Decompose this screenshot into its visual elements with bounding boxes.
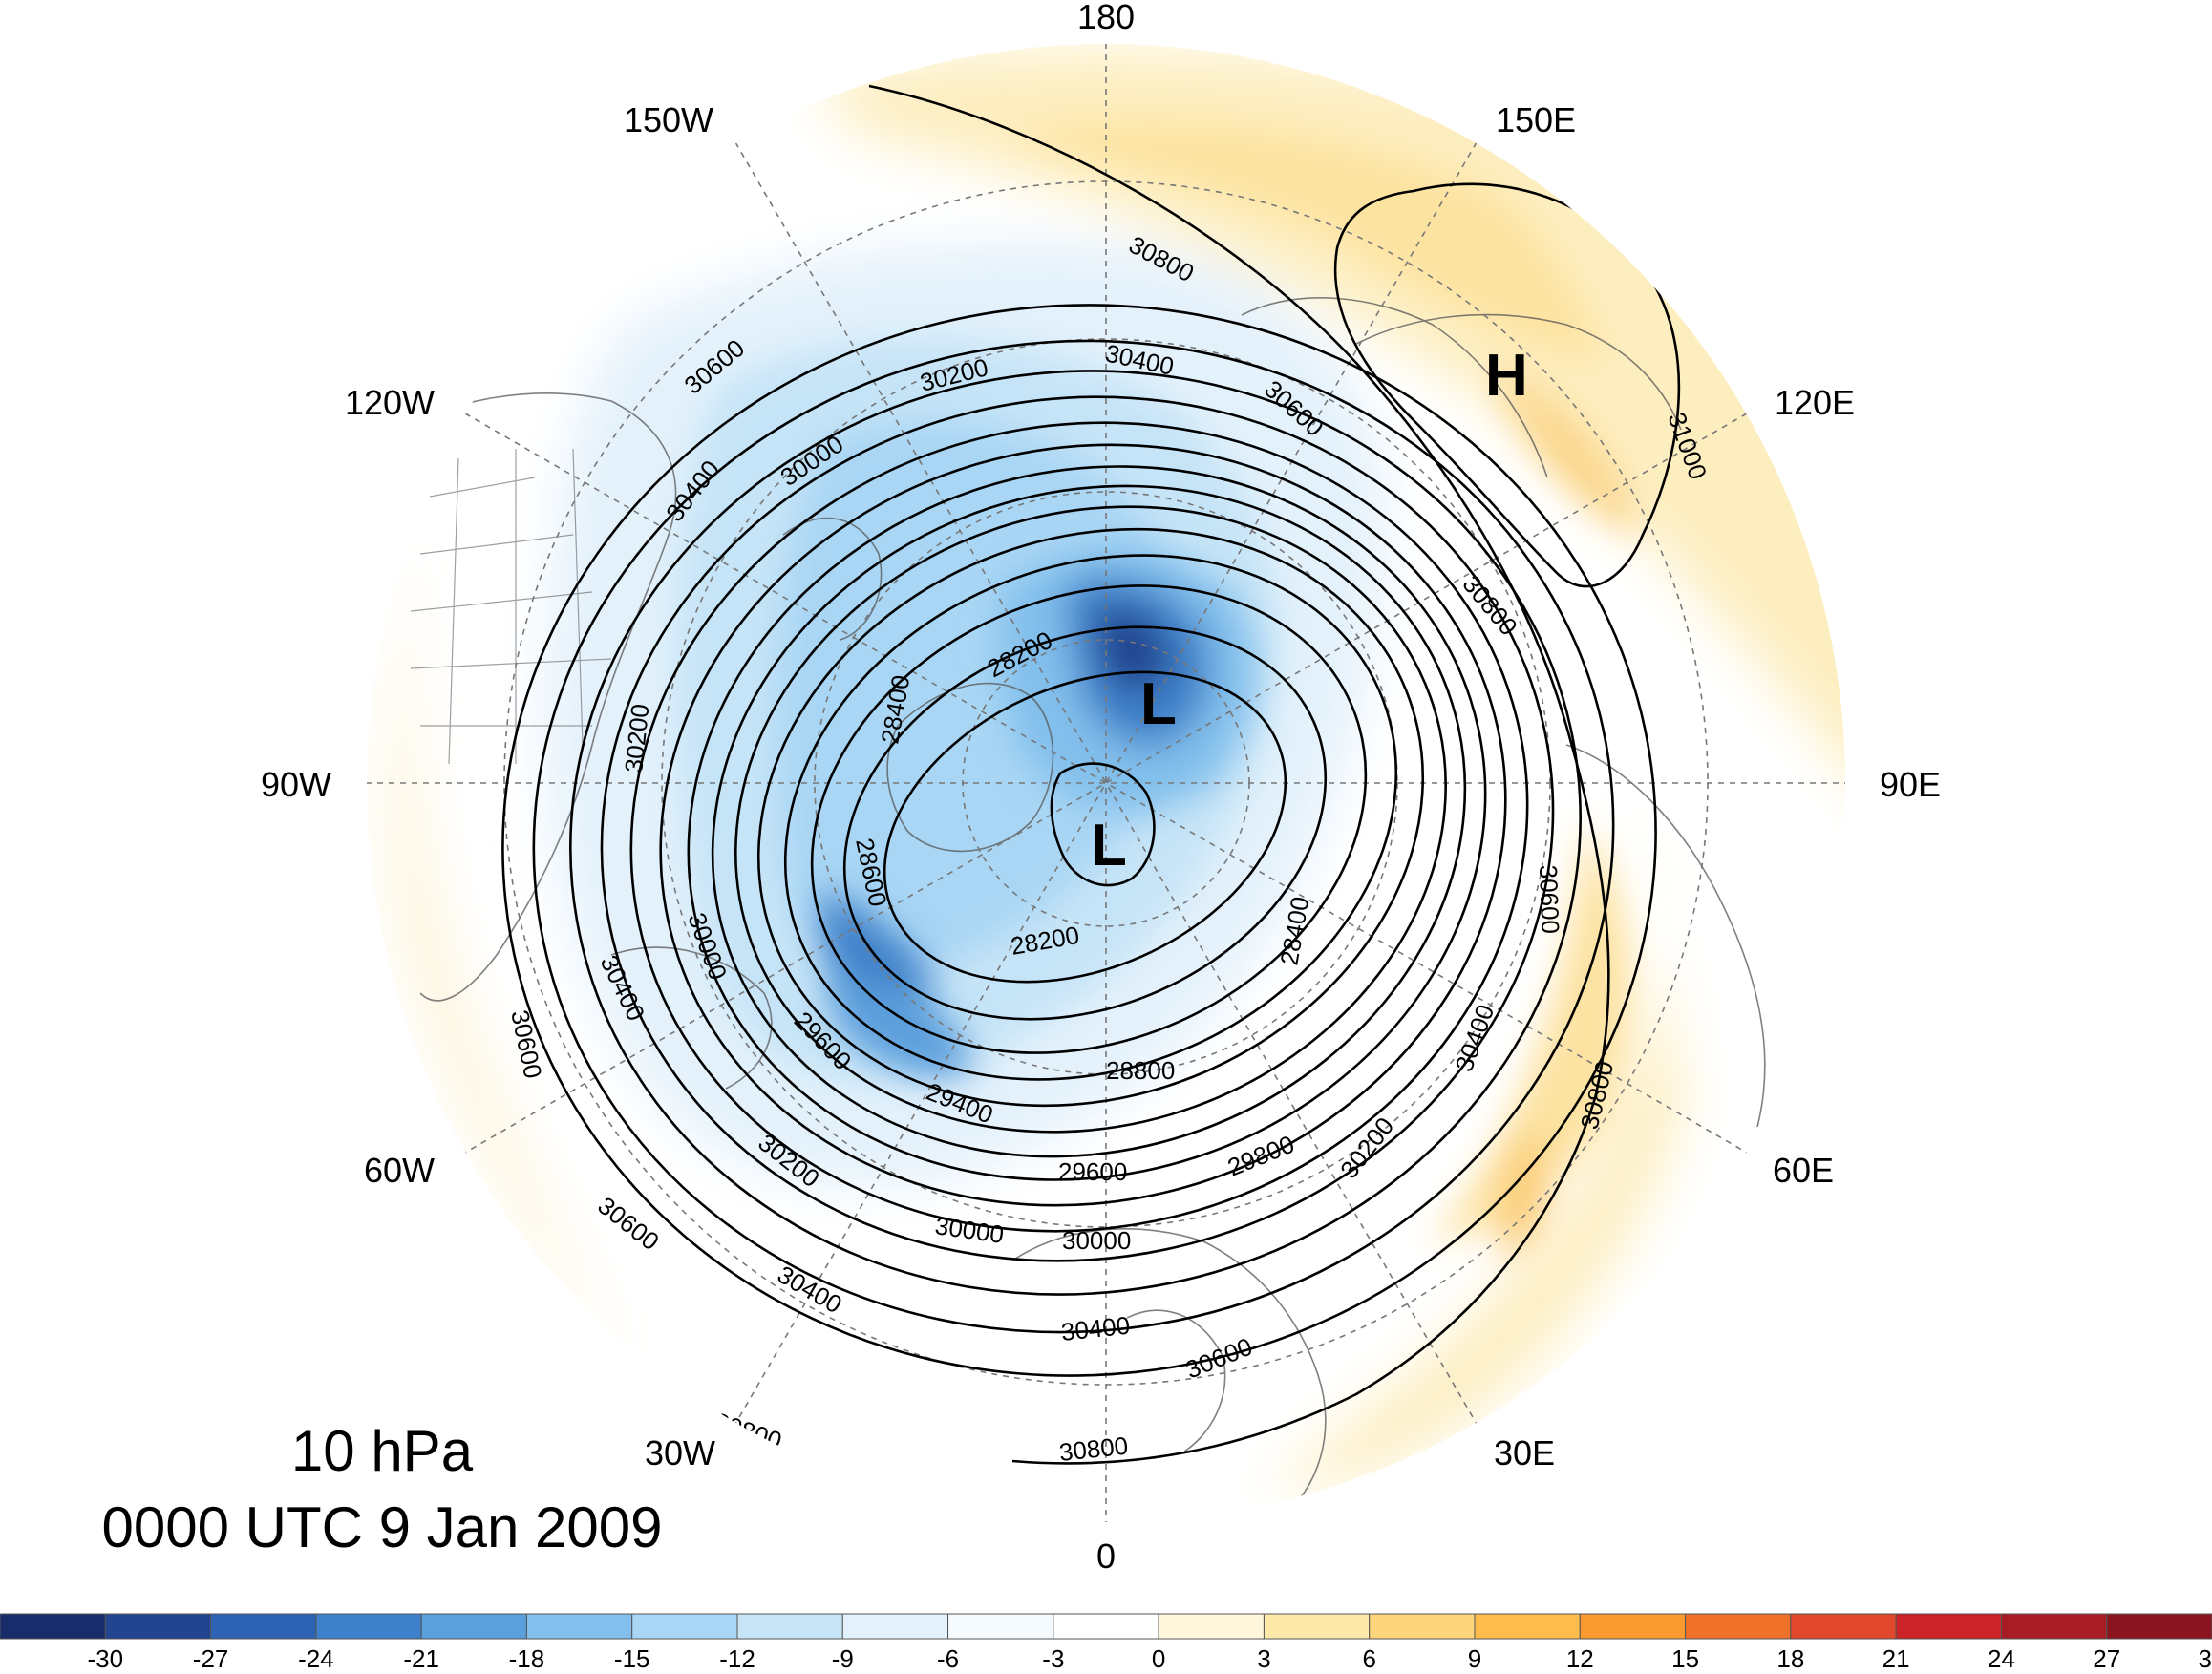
- colorbar-swatch: [1474, 1613, 1581, 1640]
- longitude-label-60e: 60E: [1773, 1151, 1834, 1190]
- graticule: [366, 43, 1846, 1523]
- colorbar-swatch: [841, 1613, 949, 1640]
- colorbar-tick-label: -18: [509, 1644, 545, 1673]
- colorbar-swatch: [420, 1613, 527, 1640]
- contour-line: [756, 527, 1425, 1108]
- colorbar-tick-label: 6: [1362, 1644, 1375, 1673]
- colorbar-tick-label: 9: [1468, 1644, 1481, 1673]
- contour-line: [687, 465, 1487, 1181]
- colorbar-swatch: [1158, 1613, 1265, 1640]
- longitude-label-150w: 150W: [624, 100, 713, 139]
- height-contours: [501, 84, 1681, 1465]
- colorbar-tick-label: -21: [403, 1644, 439, 1673]
- colorbar-swatch: [631, 1613, 738, 1640]
- low-center-mark: L: [1140, 671, 1177, 737]
- colorbar-tick-label: -27: [193, 1644, 229, 1673]
- contour-label: 30600: [1534, 864, 1565, 934]
- longitude-label-120e: 120E: [1775, 383, 1855, 422]
- colorbar-tick-label: 12: [1566, 1644, 1594, 1673]
- colorbar-swatch: [1579, 1613, 1687, 1640]
- figure-title: 10 hPa 0000 UTC 9 Jan 2009: [101, 1419, 662, 1559]
- map-boundary: [365, 42, 1847, 1524]
- colorbar-swatch: [104, 1613, 212, 1640]
- colorbar-swatch: [1685, 1613, 1792, 1640]
- colorbar-swatch: [1895, 1613, 2002, 1640]
- contour-line: [783, 554, 1398, 1081]
- map-disk: 28200 28200 28400 28400 28600 28800 2940…: [366, 43, 1846, 1523]
- longitude-label-30e: 30E: [1494, 1433, 1555, 1473]
- contour-line: [734, 505, 1447, 1134]
- high-center-mark: H: [1485, 343, 1528, 409]
- contour-line: [569, 370, 1582, 1296]
- colorbar-tick-label: -6: [937, 1644, 959, 1673]
- contour-line: [868, 84, 1610, 1465]
- valid-time-title: 0000 UTC 9 Jan 2009: [101, 1495, 662, 1559]
- colorbar-swatch: [736, 1613, 843, 1640]
- contour-line: [600, 395, 1555, 1262]
- longitude-label-180: 180: [1077, 0, 1135, 36]
- longitude-label-150e: 150E: [1496, 100, 1576, 139]
- colorbar-swatch: [1053, 1613, 1159, 1640]
- colorbar-swatch: [1790, 1613, 1897, 1640]
- longitude-label-120w: 120W: [345, 383, 435, 422]
- contour-label: 28800: [1106, 1056, 1175, 1085]
- colorbar-tick-label: 30: [2199, 1644, 2212, 1673]
- colorbar-swatch: [1263, 1613, 1371, 1640]
- contour-line: [883, 670, 1287, 984]
- colorbar-swatch: [2000, 1613, 2108, 1640]
- contour-line: [501, 304, 1657, 1377]
- political-boundaries: [410, 448, 612, 765]
- colorbar-tick-label: 27: [2093, 1644, 2120, 1673]
- colorbar-swatch: [1369, 1613, 1476, 1640]
- colorbar-swatch: [210, 1613, 317, 1640]
- contour-line: [1050, 762, 1156, 887]
- contour-line: [810, 584, 1368, 1054]
- colorbar-tick-label: 21: [1882, 1644, 1910, 1673]
- colorbar-tick-label: -9: [832, 1644, 854, 1673]
- longitude-label-30w: 30W: [645, 1433, 715, 1473]
- colorbar-tick-label: -12: [719, 1644, 755, 1673]
- colorbar-tick-label: 0: [1152, 1644, 1165, 1673]
- low-center-mark: L: [1091, 813, 1127, 879]
- colorbar-swatch: [525, 1613, 633, 1640]
- contour-line: [711, 484, 1467, 1158]
- colorbar-tick-label: -3: [1042, 1644, 1064, 1673]
- colorbar-tick-label: 24: [1988, 1644, 2015, 1673]
- colorbar: -30 -27 -24 -21 -18 -15 -12 -9 -6 -3 0 3 6 9 12 15 18 21 2…: [0, 1613, 2212, 1673]
- longitude-label-90e: 90E: [1880, 765, 1941, 804]
- colorbar-swatch: [947, 1613, 1054, 1640]
- colorbar-tick-label: 3: [1257, 1644, 1270, 1673]
- longitude-label-60w: 60W: [364, 1151, 435, 1190]
- colorbar-swatch: [315, 1613, 422, 1640]
- contour-label: 30000: [1062, 1226, 1131, 1255]
- contour-label: 29600: [1058, 1157, 1127, 1186]
- contour-line: [532, 339, 1615, 1334]
- colorbar-tick-label: -30: [87, 1644, 123, 1673]
- pressure-centers: L L H: [1091, 343, 1528, 879]
- colorbar-tick-label: 15: [1671, 1644, 1699, 1673]
- contour-line: [659, 443, 1507, 1207]
- colorbar-tick-label: 18: [1776, 1644, 1804, 1673]
- colorbar-swatch: [0, 1613, 106, 1640]
- contour-line: [842, 625, 1328, 1021]
- longitude-label-0: 0: [1096, 1536, 1116, 1576]
- contour-line: [629, 421, 1529, 1233]
- colorbar-tick-label: -24: [298, 1644, 334, 1673]
- colorbar-swatch: [2106, 1613, 2212, 1640]
- pressure-level-title: 10 hPa: [291, 1419, 474, 1483]
- longitude-labels: 180 150E 120E 90E 60E 30E 0 30W 60W 90W …: [261, 0, 1941, 1576]
- colorbar-tick-label: -15: [614, 1644, 650, 1673]
- longitude-label-90w: 90W: [261, 765, 331, 804]
